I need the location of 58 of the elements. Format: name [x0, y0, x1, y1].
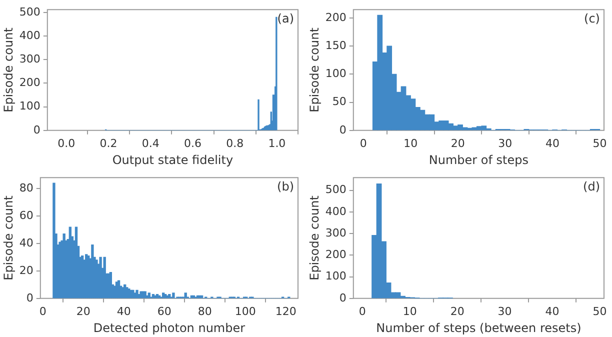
x-tick-label: 20 — [76, 304, 90, 318]
y-tick-label: 300 — [325, 226, 346, 240]
x-tick-label: 0 — [358, 304, 366, 318]
annotation: (b) — [277, 180, 294, 194]
y-tick-label: 150 — [325, 38, 346, 52]
y-tick-label: 400 — [19, 28, 40, 42]
y-tick-label: 400 — [325, 204, 346, 218]
y-tick-label: 50 — [332, 95, 346, 108]
x-tick-label: 20 — [450, 304, 464, 318]
y-axis-title: Episode count — [1, 27, 16, 112]
x-axis-title: Number of steps — [428, 152, 529, 167]
x-tick-label: 120 — [275, 304, 296, 318]
x-tick-label: 50 — [592, 304, 607, 318]
x-tick-label: 0 — [360, 136, 367, 150]
x-tick-label: 20 — [450, 136, 465, 150]
x-axis-title: Number of steps (between resets) — [376, 320, 582, 335]
annotation: (a) — [277, 12, 294, 26]
y-tick-label: 200 — [325, 248, 346, 262]
y-tick-label: 0 — [33, 123, 40, 136]
x-tick-label: 10 — [402, 304, 417, 318]
y-axis-title: Episode count — [1, 195, 16, 280]
x-tick-label: 30 — [498, 136, 512, 150]
x-tick-label: 1.0 — [268, 136, 286, 150]
x-axis-title: Output state fidelity — [112, 152, 234, 167]
y-tick-label: 40 — [19, 236, 34, 250]
y-axis-title: Episode count — [307, 195, 322, 280]
x-tick-label: 0.0 — [58, 136, 76, 150]
y-tick-label: 0 — [339, 291, 346, 304]
annotation: (c) — [584, 12, 600, 26]
x-tick-label: 0.8 — [226, 136, 244, 150]
x-tick-label: 10 — [404, 136, 418, 150]
x-tick-label: 0.4 — [142, 136, 160, 150]
x-tick-label: 80 — [198, 304, 212, 318]
y-tick-label: 200 — [325, 10, 346, 24]
y-tick-label: 20 — [19, 264, 34, 277]
y-tick-label: 0 — [339, 123, 346, 136]
y-tick-label: 100 — [325, 67, 346, 80]
y-tick-label: 100 — [325, 270, 346, 283]
x-tick-label: 0.6 — [184, 136, 202, 150]
y-tick-label: 500 — [19, 5, 40, 18]
x-tick-label: 60 — [157, 304, 172, 318]
annotation: (d) — [583, 180, 600, 194]
y-tick-label: 200 — [19, 76, 40, 90]
x-tick-label: 100 — [234, 304, 256, 318]
y-tick-label: 80 — [19, 181, 34, 194]
x-axis-title: Detected photon number — [93, 320, 246, 335]
y-tick-label: 500 — [325, 183, 346, 196]
y-axis-title: Episode count — [307, 27, 322, 112]
x-tick-label: 40 — [545, 136, 560, 150]
x-tick-label: 0.2 — [100, 136, 118, 150]
y-tick-label: 60 — [19, 208, 34, 222]
y-tick-label: 100 — [19, 100, 40, 113]
x-tick-label: 40 — [116, 304, 131, 318]
y-tick-label: 300 — [19, 52, 40, 66]
y-tick-label: 0 — [26, 291, 34, 304]
x-tick-label: 50 — [592, 136, 607, 150]
x-tick-label: 30 — [498, 304, 512, 318]
x-tick-label: 40 — [545, 304, 560, 318]
